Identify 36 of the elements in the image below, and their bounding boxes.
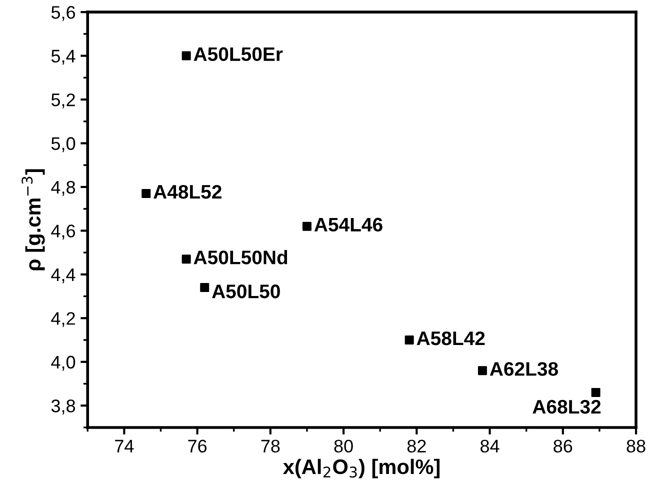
point (182, 254, 191, 264)
point (404, 336, 414, 345)
annotation: A58L42 (416, 331, 485, 346)
x-tick-label: 76 (188, 440, 207, 453)
x-tick-label: 78 (261, 440, 280, 453)
y-tick-label: 4,2 (51, 312, 75, 327)
y-tick-label: 5,4 (51, 50, 76, 65)
point (200, 283, 210, 292)
x-tick-label: 86 (554, 440, 572, 453)
x-tick-label: 82 (407, 440, 426, 453)
y-tick-label: 5,6 (51, 6, 76, 21)
point (182, 51, 191, 60)
x-tick-label: 74 (115, 440, 134, 452)
point (478, 366, 487, 376)
annotation: A68L32 (532, 400, 601, 414)
annotation: A50L50Er (194, 47, 283, 62)
y-tick-label: 4,8 (51, 180, 76, 196)
annotation: A50L50Nd (194, 250, 288, 264)
y-axis-title: ρ [g.cm$^{−3}$] (22, 169, 45, 270)
y-tick-label: 4,6 (51, 224, 76, 240)
x-tick-label: 84 (480, 440, 500, 453)
annotation: A54L46 (314, 218, 382, 232)
y-tick-label: 4,0 (51, 356, 76, 371)
x-tick-label: 88 (626, 440, 646, 453)
y-tick-label: 3,8 (51, 400, 76, 414)
annotation: A48L52 (154, 184, 222, 199)
point (142, 189, 151, 198)
annotation: A50L50 (212, 284, 280, 298)
y-tick-label: 5,0 (51, 137, 76, 152)
point (591, 388, 600, 397)
point (302, 222, 312, 231)
y-tick-label: 4,4 (51, 268, 76, 284)
x-tick-label: 80 (334, 440, 353, 453)
y-tick-label: 5,2 (51, 93, 75, 108)
annotation: A62L38 (490, 362, 558, 376)
x-axis-title: x(Al$_{2}$O$_{3}$) [mol%] (283, 458, 440, 478)
